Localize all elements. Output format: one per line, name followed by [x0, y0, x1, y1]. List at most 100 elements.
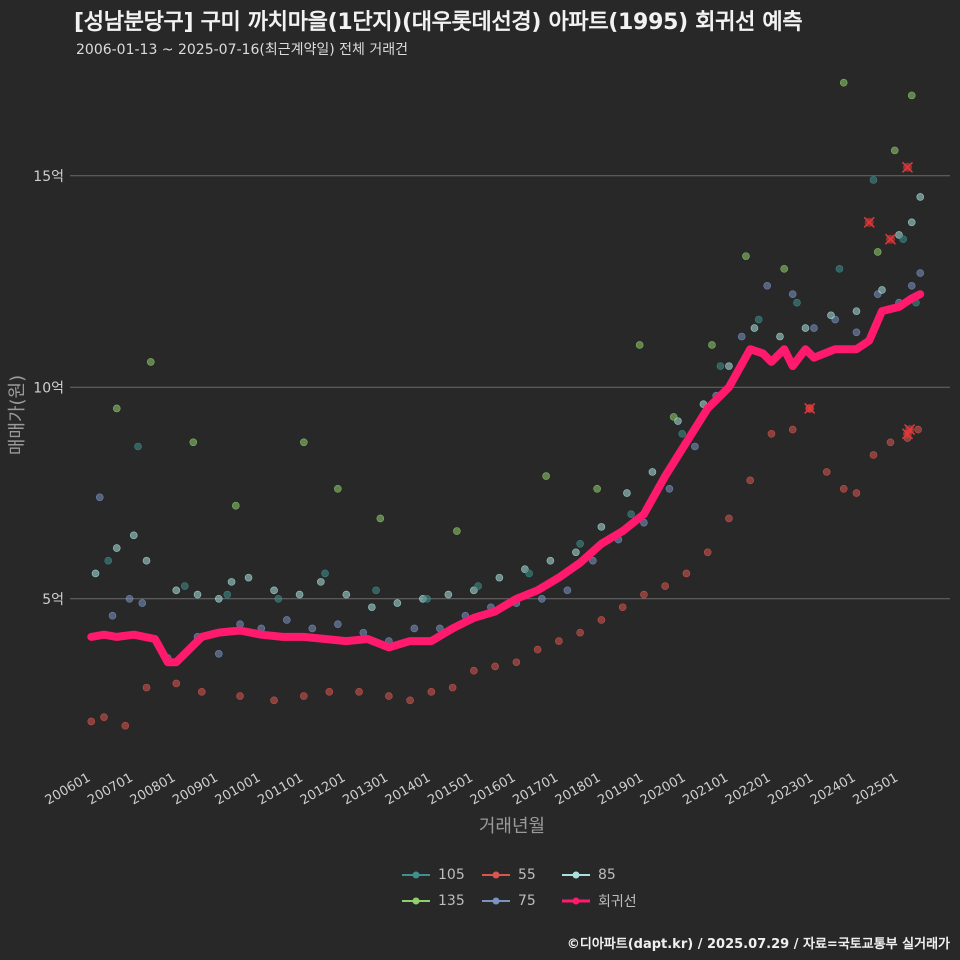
data-point-55: [788, 425, 797, 434]
data-point-135: [780, 265, 789, 273]
data-point-75: [125, 594, 134, 603]
data-point-55: [448, 683, 457, 692]
data-point-85: [444, 590, 453, 599]
data-point-105: [678, 430, 686, 438]
data-point-135: [300, 438, 308, 447]
y-tick-label: 10억: [33, 380, 64, 396]
x-tick-label: 202401: [808, 770, 858, 808]
data-point-105: [134, 442, 142, 451]
data-point-55: [470, 666, 478, 675]
x-tick-label: 201201: [298, 770, 348, 808]
legend-label: 회귀선: [598, 894, 637, 910]
highlight-cross: [901, 428, 914, 440]
data-point-85: [193, 590, 202, 599]
data-point-55: [640, 590, 648, 599]
data-point-55: [427, 688, 436, 696]
y-tick-label: 5억: [42, 592, 64, 608]
legend-label: 55: [518, 867, 536, 883]
legend-label: 85: [598, 867, 616, 883]
data-point-85: [317, 578, 325, 586]
data-point-105: [223, 590, 232, 599]
data-point-85: [597, 523, 606, 531]
data-point-85: [878, 286, 886, 294]
data-point-55: [618, 603, 627, 612]
data-point-55: [682, 569, 691, 578]
data-point-105: [423, 594, 431, 603]
data-point-55: [555, 637, 563, 645]
data-point-85: [725, 362, 733, 370]
data-point-55: [661, 582, 669, 590]
data-point-75: [359, 628, 368, 637]
data-point-135: [376, 514, 385, 523]
data-point-55: [300, 692, 308, 700]
legend-item-55: 55: [480, 866, 560, 884]
data-point-75: [852, 328, 861, 337]
legend-label: 135: [438, 893, 465, 909]
x-tick-label: 202101: [680, 770, 730, 808]
x-tick-label: 202501: [850, 770, 900, 808]
data-point-135: [873, 248, 882, 256]
data-point-55: [100, 713, 108, 722]
x-tick-label: 202001: [638, 770, 688, 808]
x-tick-label: 201801: [553, 770, 603, 808]
data-point-85: [112, 544, 121, 552]
legend: 105 55 85 135 75 회귀선: [400, 866, 640, 910]
data-point-105: [835, 265, 844, 273]
data-point-55: [533, 645, 542, 654]
data-point-105: [716, 362, 725, 370]
data-point-75: [788, 290, 797, 299]
y-tick-label: 15억: [33, 169, 64, 185]
legend-label: 75: [518, 893, 536, 909]
chart-subtitle: 2006-01-13 ~ 2025-07-16(최근계약일) 전체 거래건: [76, 42, 408, 58]
data-point-105: [104, 556, 113, 565]
data-point-85: [227, 578, 236, 586]
data-point-105: [627, 510, 635, 518]
legend-label: 105: [438, 867, 465, 883]
data-point-55: [236, 692, 244, 700]
data-point-105: [372, 586, 380, 595]
data-point-85: [916, 193, 925, 201]
data-point-75: [138, 599, 147, 607]
data-point-85: [270, 586, 278, 595]
x-tick-label: 201101: [255, 770, 305, 808]
data-point-75: [810, 324, 818, 332]
data-point-85: [907, 218, 916, 227]
data-point-55: [839, 484, 848, 493]
data-point-135: [907, 91, 916, 100]
highlight-cross: [863, 216, 875, 228]
x-tick-label: 202201: [723, 770, 773, 808]
data-point-55: [172, 679, 181, 688]
data-point-105: [274, 594, 283, 603]
x-tick-label: 200801: [128, 770, 178, 808]
data-point-135: [635, 341, 644, 349]
data-point-85: [342, 590, 351, 599]
data-point-55: [886, 438, 895, 447]
data-point-55: [406, 696, 414, 705]
data-point-55: [822, 468, 831, 476]
data-point-135: [189, 438, 198, 447]
legend-item-135: 135: [400, 892, 480, 910]
data-point-75: [737, 332, 746, 341]
x-tick-label: 201301: [340, 770, 390, 808]
x-axis-label: 거래년월: [478, 816, 546, 837]
data-point-85: [91, 569, 100, 578]
highlight-cross: [884, 233, 897, 245]
data-point-105: [576, 539, 584, 548]
data-point-75: [108, 611, 117, 620]
x-tick-label: 200901: [170, 770, 220, 808]
data-point-135: [890, 146, 899, 155]
data-point-75: [563, 586, 572, 595]
data-point-105: [321, 569, 329, 578]
data-point-55: [270, 696, 278, 705]
data-point-55: [852, 489, 861, 497]
data-point-135: [334, 484, 342, 493]
data-point-105: [474, 582, 482, 590]
data-point-85: [546, 556, 555, 565]
x-tick-label: 201001: [213, 770, 263, 808]
data-point-55: [197, 688, 206, 696]
data-point-75: [763, 281, 771, 290]
data-point-75: [691, 442, 699, 451]
data-point-135: [231, 501, 240, 510]
data-point-85: [648, 468, 657, 476]
data-point-55: [87, 717, 96, 726]
